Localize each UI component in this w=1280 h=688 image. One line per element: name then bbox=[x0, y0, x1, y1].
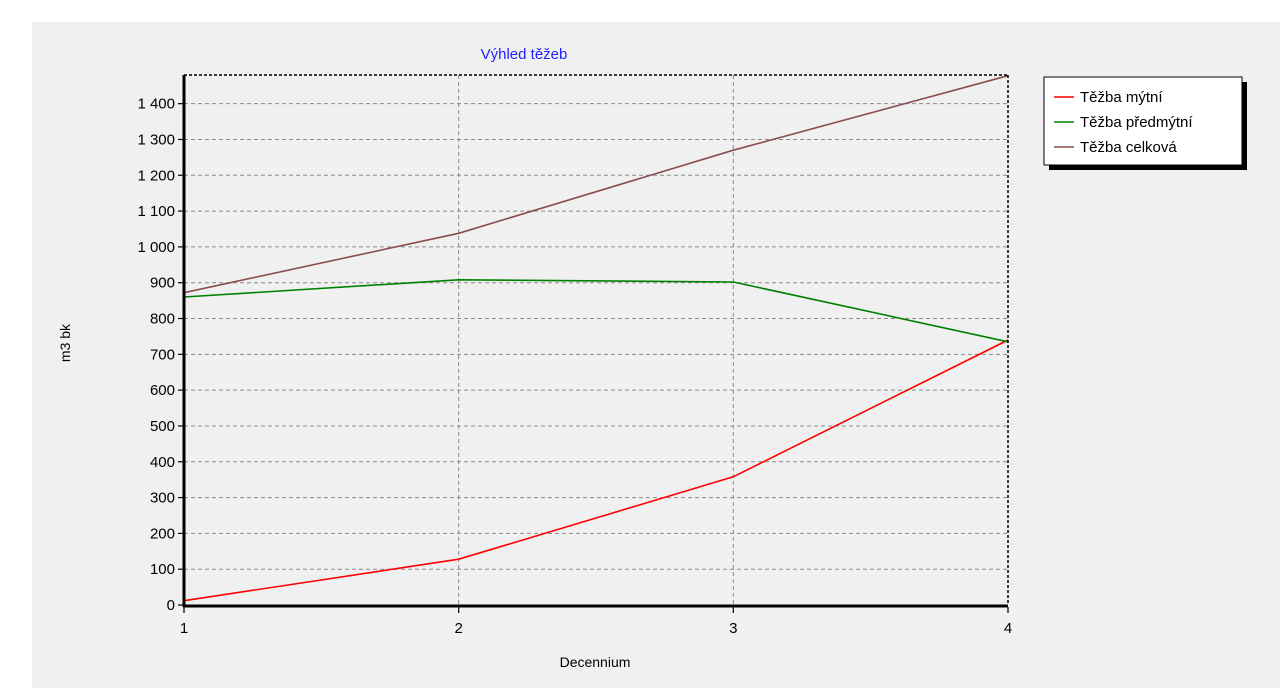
x-tick-label: 2 bbox=[454, 620, 462, 637]
x-axis-label: Decennium bbox=[560, 654, 631, 670]
series-lines bbox=[183, 74, 1009, 602]
x-axis-ticks: 1 2 3 4 bbox=[180, 607, 1012, 637]
y-tick-label: 1 400 bbox=[137, 96, 175, 113]
legend-box bbox=[1043, 76, 1243, 166]
y-tick-label: 600 bbox=[150, 382, 175, 399]
y-tick-label: 100 bbox=[150, 561, 175, 578]
legend-label: Těžba celková bbox=[1080, 139, 1177, 156]
x-tick-label: 1 bbox=[180, 620, 188, 637]
x-tick-label: 4 bbox=[1004, 620, 1012, 637]
y-tick-label: 500 bbox=[150, 418, 175, 435]
y-tick-label: 1 000 bbox=[137, 239, 175, 256]
y-tick-label: 300 bbox=[150, 490, 175, 507]
y-tick-label: 1 100 bbox=[137, 203, 175, 220]
grid-lines bbox=[184, 75, 1008, 605]
plot-frame bbox=[182, 74, 1009, 608]
series-line-1 bbox=[183, 339, 1009, 602]
plot-area bbox=[184, 75, 1008, 605]
y-tick-label: 0 bbox=[167, 597, 175, 614]
y-tick-label: 900 bbox=[150, 275, 175, 292]
legend-label: Těžba předmýtní bbox=[1080, 114, 1193, 131]
y-axis-label: m3 bk bbox=[57, 323, 73, 362]
y-tick-label: 700 bbox=[150, 346, 175, 363]
y-tick-label: 1 200 bbox=[137, 167, 175, 184]
series-line-2 bbox=[183, 278, 1009, 343]
x-tick-label: 3 bbox=[729, 620, 737, 637]
y-axis-ticks: 0 100 200 300 400 500 600 700 800 900 1 000 1 100 1 … bbox=[137, 96, 184, 614]
y-tick-label: 400 bbox=[150, 454, 175, 471]
chart-title: Výhled těžeb bbox=[481, 46, 568, 63]
y-tick-label: 200 bbox=[150, 525, 175, 542]
y-tick-label: 1 300 bbox=[137, 131, 175, 148]
legend-label: Těžba mýtní bbox=[1080, 89, 1163, 106]
series-line-3 bbox=[183, 74, 1009, 294]
legend: Těžba mýtní Těžba předmýtní Těžba celková bbox=[1043, 76, 1247, 170]
y-tick-label: 800 bbox=[150, 311, 175, 328]
